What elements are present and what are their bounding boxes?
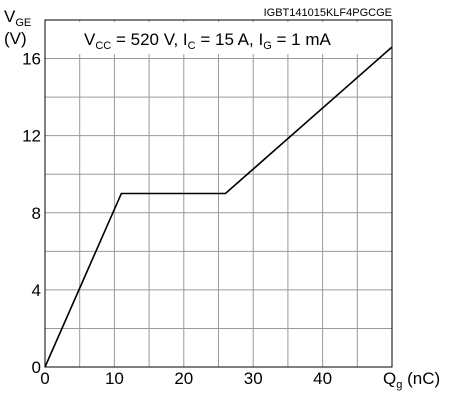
ig-subscript: G	[263, 40, 272, 52]
y-tick-label: 8	[32, 204, 41, 223]
y-tick-label: 12	[22, 127, 41, 146]
x-tick-label: 40	[313, 369, 332, 388]
y-tick-label: 0	[32, 358, 41, 377]
y-tick-label: 16	[22, 50, 41, 69]
vcc-value: = 520 V,	[111, 30, 183, 49]
y-axis-symbol: V	[4, 7, 16, 26]
x-tick-label: 0	[40, 369, 49, 388]
x-tick-label: 20	[174, 369, 193, 388]
test-conditions: VCC = 520 V, IC = 15 A, IG = 1 mA	[84, 30, 331, 52]
vcc-symbol: V	[84, 30, 96, 49]
part-number: IGBT141015KLF4PGCGE	[264, 7, 392, 19]
ic-value: = 15 A,	[196, 30, 259, 49]
y-axis-subscript: GE	[15, 17, 31, 29]
x-tick-label: 30	[244, 369, 263, 388]
x-axis-symbol: Q	[383, 369, 396, 388]
series-line	[44, 46, 393, 368]
y-axis-label: VGE	[4, 7, 31, 29]
x-axis-label: Qg (nC)	[383, 369, 440, 391]
plot-frame	[44, 19, 393, 368]
series	[44, 46, 393, 368]
tick-labels: 0 10 20 30 40 0 4 8 12 16	[22, 50, 332, 388]
x-axis-unit: (nC)	[402, 369, 440, 388]
ic-symbol: I	[183, 30, 188, 49]
grid	[45, 20, 392, 367]
x-axis-subscript: g	[396, 379, 402, 391]
ig-value: = 1 mA	[272, 30, 332, 49]
x-tick-label: 10	[105, 369, 124, 388]
y-axis-unit: (V)	[4, 29, 27, 48]
ig-symbol: I	[258, 30, 263, 49]
vcc-subscript: CC	[95, 40, 111, 52]
y-tick-label: 4	[32, 281, 41, 300]
ic-subscript: C	[188, 40, 196, 52]
conditions-box-bg	[74, 22, 372, 54]
